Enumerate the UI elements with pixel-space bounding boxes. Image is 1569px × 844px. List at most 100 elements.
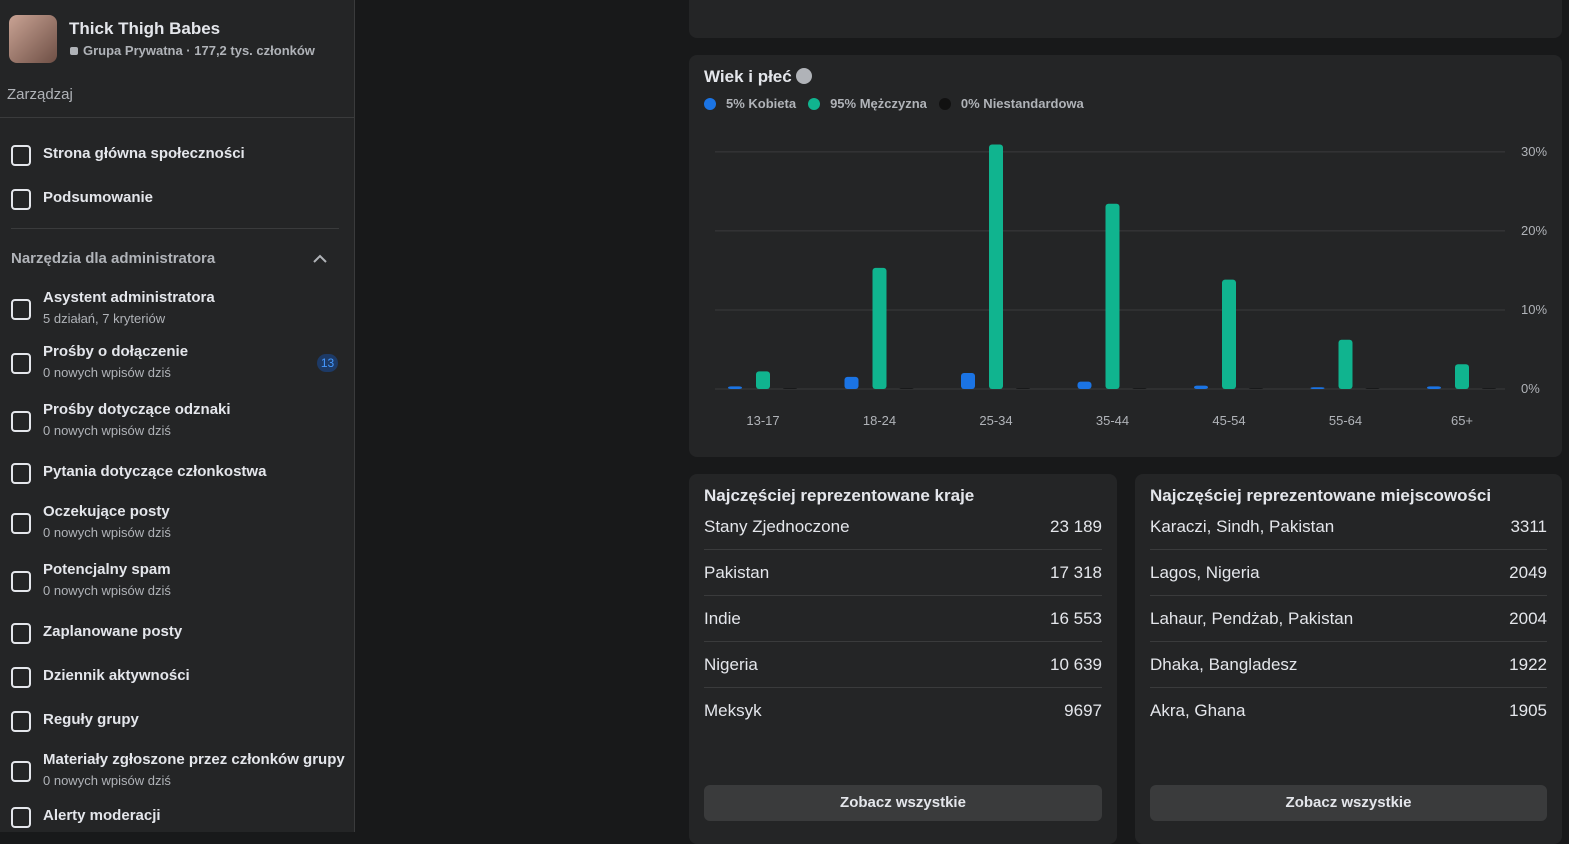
manage-label: Zarządzaj [7,86,73,103]
nav-icon [11,463,31,484]
bar [1194,386,1208,389]
nav-item[interactable]: Podsumowanie [43,189,153,206]
top-card [689,0,1562,38]
nav-icon [11,189,31,210]
collapse-icon[interactable] [312,252,328,266]
chart: 0%10%20%30%13-1718-2425-3435-4445-5455-6… [689,55,1562,457]
bar [1078,382,1092,389]
nav-icon [11,711,31,732]
row-label: Meksyk [704,701,762,721]
nav-item[interactable]: Alerty moderacji [43,807,161,824]
x-tick-label: 45-54 [1212,413,1245,428]
row-divider [1150,641,1547,642]
bar [1427,386,1441,389]
nav-item[interactable]: Asystent administratora [43,289,215,306]
nav-icon [11,571,31,592]
bar [1455,364,1469,389]
bar [961,373,975,389]
row-value: 23 189 [1050,517,1102,537]
see-all-button[interactable]: Zobacz wszystkie [1150,785,1547,821]
x-tick-label: 35-44 [1096,413,1129,428]
row-label: Karaczi, Sindh, Pakistan [1150,517,1334,537]
y-tick-label: 10% [1521,302,1547,317]
row-divider [704,641,1102,642]
row-value: 9697 [1064,701,1102,721]
row-value: 1922 [1509,655,1547,675]
row-divider [1150,687,1547,688]
card-title: Najczęściej reprezentowane miejscowości [1150,486,1491,506]
see-all-button[interactable]: Zobacz wszystkie [704,785,1102,821]
row-label: Lahaur, Pendżab, Pakistan [1150,609,1353,629]
bar [900,388,914,389]
bar [873,268,887,389]
nav-icon [11,299,31,320]
row-value: 17 318 [1050,563,1102,583]
nav-subtitle: 0 nowych wpisów dziś [43,583,171,598]
row-value: 3311 [1510,517,1547,537]
bar [1366,388,1380,389]
bar [756,371,770,389]
nav-subtitle: 5 działań, 7 kryteriów [43,311,165,326]
row-divider [704,549,1102,550]
nav-subtitle: 0 nowych wpisów dziś [43,365,171,380]
nav-icon [11,353,31,374]
nav-item[interactable]: Prośby dotyczące odznaki [43,401,231,418]
nav-icon [11,145,31,166]
bar [1482,388,1496,389]
badge: 13 [317,354,338,372]
nav-item[interactable]: Strona główna społeczności [43,145,245,162]
divider [11,228,339,229]
row-divider [704,595,1102,596]
nav-item[interactable]: Reguły grupy [43,711,139,728]
row-label: Indie [704,609,741,629]
nav-item[interactable]: Materiały zgłoszone przez członków grupy [43,751,345,768]
sidebar: Thick Thigh Babes Grupa Prywatna · 177,2… [0,0,355,832]
x-tick-label: 65+ [1451,413,1473,428]
group-meta: Grupa Prywatna · 177,2 tys. członków [70,43,315,58]
row-label: Lagos, Nigeria [1150,563,1260,583]
row-label: Akra, Ghana [1150,701,1245,721]
group-name[interactable]: Thick Thigh Babes [69,19,220,39]
bar [1106,204,1120,389]
row-value: 2004 [1509,609,1547,629]
bar [1311,387,1325,389]
x-tick-label: 18-24 [863,413,896,428]
row-label: Stany Zjednoczone [704,517,850,537]
nav-subtitle: 0 nowych wpisów dziś [43,773,171,788]
nav-item[interactable]: Dziennik aktywności [43,667,190,684]
nav-item[interactable]: Prośby o dołączenie [43,343,188,360]
row-divider [704,687,1102,688]
bar [1133,388,1147,389]
card-title: Najczęściej reprezentowane kraje [704,486,974,506]
nav-item[interactable]: Pytania dotyczące członkostwa [43,463,266,480]
nav-item[interactable]: Zaplanowane posty [43,623,182,640]
bar [845,377,859,389]
bar [989,144,1003,389]
group-avatar[interactable] [9,15,57,63]
bar [728,386,742,389]
countries-card: Najczęściej reprezentowane kraje Stany Zj… [689,474,1117,844]
nav-icon [11,411,31,432]
chart-card: Wiek i płeć 5% Kobieta95% Mężczyzna0% Ni… [689,55,1562,457]
nav-icon [11,667,31,688]
bar [1222,280,1236,389]
x-tick-label: 55-64 [1329,413,1362,428]
bar [1339,340,1353,389]
bar [783,388,797,389]
nav-subtitle: 0 nowych wpisów dziś [43,423,171,438]
section-title[interactable]: Narzędzia dla administratora [11,250,215,267]
bar [1249,388,1263,389]
group-meta-text: Grupa Prywatna · 177,2 tys. członków [83,43,315,58]
x-tick-label: 13-17 [746,413,779,428]
nav-icon [11,623,31,644]
row-divider [1150,595,1547,596]
y-tick-label: 30% [1521,144,1547,159]
row-value: 10 639 [1050,655,1102,675]
row-label: Nigeria [704,655,758,675]
row-label: Pakistan [704,563,769,583]
nav-item[interactable]: Oczekujące posty [43,503,170,520]
nav-item[interactable]: Potencjalny spam [43,561,171,578]
row-label: Dhaka, Bangladesz [1150,655,1297,675]
bar [1016,388,1030,389]
